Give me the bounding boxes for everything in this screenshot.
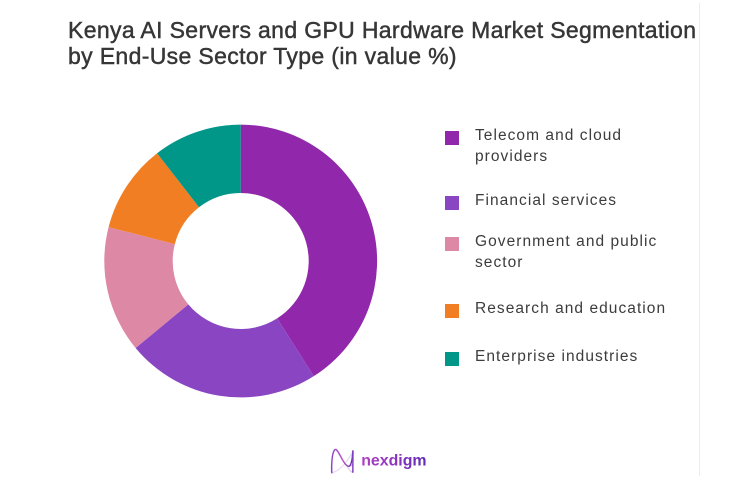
- svg-text:nexdigm: nexdigm: [361, 453, 426, 470]
